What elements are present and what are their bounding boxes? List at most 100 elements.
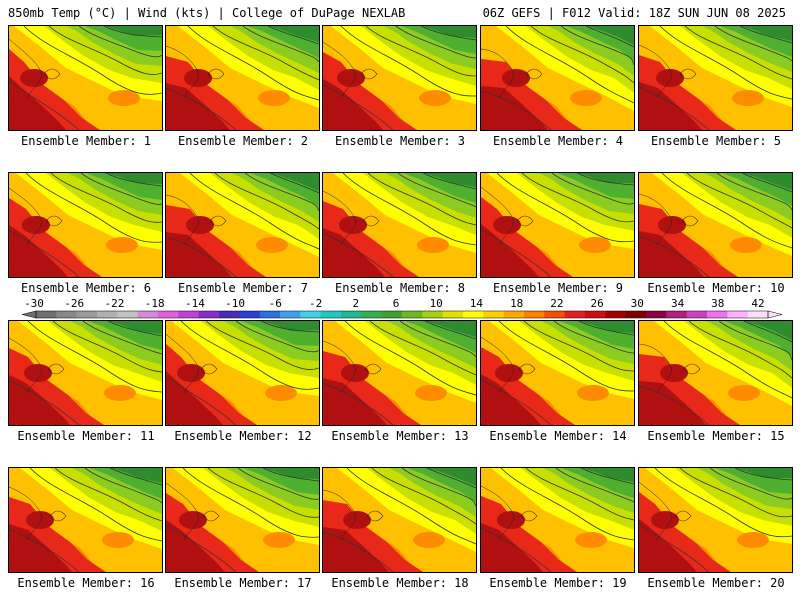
contour-line bbox=[395, 26, 476, 59]
temp-pocket bbox=[419, 90, 451, 106]
contour-line bbox=[525, 468, 634, 521]
ensemble-member-label: Ensemble Member: 20 bbox=[647, 576, 785, 590]
temp-band-red-dark bbox=[323, 228, 385, 277]
temp-band-red-dark bbox=[9, 375, 70, 425]
temp-pocket bbox=[577, 385, 609, 401]
terrain-trace bbox=[481, 336, 514, 394]
colorbar-arrow-right bbox=[767, 310, 783, 319]
contour-line bbox=[54, 468, 162, 522]
contour-line bbox=[365, 26, 476, 77]
temp-pocket bbox=[413, 532, 445, 548]
contour-closed bbox=[200, 363, 218, 375]
ensemble-member-label: Ensemble Member: 8 bbox=[334, 281, 466, 295]
colorbar-swatch bbox=[503, 311, 525, 318]
temperature-map bbox=[639, 173, 792, 277]
ensemble-member-label: Ensemble Member: 4 bbox=[492, 134, 624, 148]
temp-band-red-dark bbox=[9, 76, 66, 130]
contour-closed bbox=[518, 363, 536, 375]
terrain-trace bbox=[639, 343, 672, 394]
contour-closed bbox=[47, 363, 65, 375]
temperature-map bbox=[639, 321, 792, 425]
contour-line bbox=[237, 468, 319, 500]
temp-band-green-dark bbox=[579, 321, 634, 333]
contour-line bbox=[267, 26, 319, 45]
ensemble-panel bbox=[8, 172, 163, 278]
contour-line bbox=[212, 26, 319, 81]
contour-line bbox=[420, 26, 476, 41]
contour-line bbox=[166, 87, 237, 130]
contour-line bbox=[551, 173, 634, 205]
colorbar-tick-label: 2 bbox=[352, 297, 359, 310]
colorbar-tick-label: -10 bbox=[225, 297, 245, 310]
colorbar-swatch bbox=[76, 311, 98, 318]
temp-pocket bbox=[732, 90, 764, 106]
temp-hotspot bbox=[20, 69, 48, 87]
contour-line bbox=[235, 321, 319, 353]
contour-line bbox=[521, 173, 634, 223]
ensemble-member-label: Ensemble Member: 9 bbox=[492, 281, 624, 295]
colorbar-swatch bbox=[361, 311, 383, 318]
contour-line bbox=[654, 468, 792, 538]
temp-band-red-dark bbox=[481, 523, 543, 572]
ensemble-member-label: Ensemble Member: 3 bbox=[334, 134, 466, 148]
temp-band-green-dark bbox=[577, 173, 634, 183]
temp-band-green-dark bbox=[740, 26, 792, 41]
ensemble-member-label: Ensemble Member: 19 bbox=[489, 576, 627, 590]
ensemble-panel bbox=[322, 172, 477, 278]
contour-line bbox=[189, 173, 319, 250]
temperature-map bbox=[481, 173, 634, 277]
colorbar-tick-label: 42 bbox=[751, 297, 764, 310]
colorbar-tick-label: 10 bbox=[430, 297, 443, 310]
contour-closed bbox=[681, 215, 699, 227]
ensemble-panel bbox=[638, 320, 793, 426]
ensemble-panel bbox=[322, 25, 477, 131]
temperature-colorbar: -30 -26 -22 -18 -14 -10 -6 -2 2 6 10 14 18 22 26 30 34 38… bbox=[21, 297, 783, 319]
contour-line bbox=[103, 26, 162, 38]
contour-line bbox=[530, 26, 634, 84]
ensemble-member-label: Ensemble Member: 12 bbox=[174, 429, 312, 443]
temp-band-green-dark bbox=[427, 468, 476, 486]
colorbar-swatch bbox=[463, 311, 484, 318]
colorbar-swatch bbox=[56, 311, 78, 318]
contour-line bbox=[397, 173, 476, 208]
ensemble-member-label: Ensemble Member: 1 bbox=[20, 134, 152, 148]
temp-band-green-dark bbox=[261, 321, 319, 331]
contour-line bbox=[107, 321, 162, 337]
terrain-trace bbox=[323, 41, 356, 99]
colorbar-swatch bbox=[259, 311, 281, 318]
contour-line bbox=[576, 173, 634, 186]
map-header-right: 06Z GEFS | F012 Valid: 18Z SUN JUN 08 20… bbox=[482, 6, 786, 20]
contour-line bbox=[500, 468, 634, 541]
contour-line bbox=[639, 235, 710, 277]
colorbar-swatch bbox=[239, 311, 261, 318]
ensemble-member-label: Ensemble Member: 16 bbox=[17, 576, 155, 590]
colorbar-tick-label: 22 bbox=[550, 297, 563, 310]
temp-band-red-dark bbox=[639, 381, 706, 425]
contour-line bbox=[496, 173, 634, 243]
contour-line bbox=[323, 232, 394, 277]
ensemble-panel bbox=[165, 320, 320, 426]
terrain-trace bbox=[9, 187, 42, 246]
temp-pocket bbox=[256, 237, 288, 253]
ensemble-panel bbox=[480, 320, 635, 426]
contour-line bbox=[422, 173, 476, 190]
temp-hotspot bbox=[651, 511, 679, 529]
ensemble-panel bbox=[322, 467, 477, 573]
ensemble-member-label: Ensemble Member: 11 bbox=[17, 429, 155, 443]
colorbar-swatch bbox=[381, 311, 403, 318]
contour-line bbox=[371, 468, 476, 525]
contour-line bbox=[342, 173, 476, 246]
contour-line bbox=[187, 26, 319, 101]
colorbar-swatch bbox=[402, 311, 423, 318]
contour-line bbox=[553, 321, 634, 354]
ensemble-member-label: Ensemble Member: 15 bbox=[647, 429, 785, 443]
colorbar-swatch bbox=[747, 311, 769, 318]
temp-hotspot bbox=[177, 364, 205, 382]
colorbar-tick-label: -18 bbox=[145, 297, 165, 310]
temp-hotspot bbox=[339, 216, 367, 234]
colorbar-swatch bbox=[585, 311, 606, 318]
temp-pocket bbox=[730, 237, 762, 253]
ensemble-member-label: Ensemble Member: 2 bbox=[177, 134, 309, 148]
contour-line bbox=[661, 173, 792, 249]
temp-band-green-dark bbox=[581, 468, 634, 482]
